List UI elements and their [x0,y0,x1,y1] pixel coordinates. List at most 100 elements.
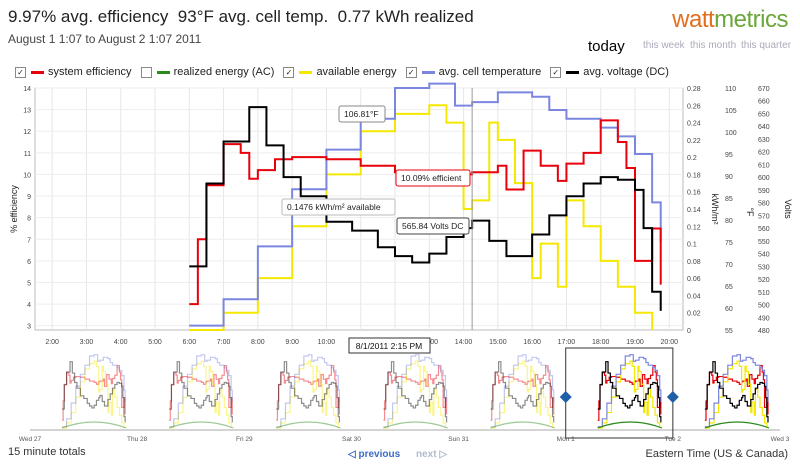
overview-mini-realized [704,421,770,429]
y-temp-tick-label: 55 [725,328,733,335]
legend-label: avg. voltage (DC) [583,66,669,78]
arrow-right-icon: ▷ [436,449,448,460]
selection-handle-right-icon [666,391,679,403]
y-temp-tick-label: 90 [725,174,733,181]
y-energy-tick-label: 0.12 [687,224,701,231]
y-energy-tick-label: 0.02 [687,311,701,318]
y-volt-tick-label: 600 [758,175,770,182]
y-left-tick-label: 10 [23,172,31,179]
legend-item-3[interactable]: ✓ avg. cell temperature [405,66,541,78]
y-volt-tick-label: 490 [758,315,770,322]
tooltip-temp: 106.81°F [338,105,386,123]
summary-headline: 9.97% avg. efficiency 93°F avg. cell tem… [8,7,474,26]
overview-strip[interactable]: Wed 27 Thu 28 Fri 29 Sat 30 Sun 31 Mon 1 Tue 2… [0,345,800,445]
y-temp-tick-label: 95 [725,152,733,159]
overview-mini-line [704,361,769,423]
legend-checkbox[interactable] [140,66,152,78]
y-volt-tick-label: 660 [758,99,770,106]
y-volt-tick-label: 520 [758,277,770,284]
y-volt-tick-label: 610 [758,162,770,169]
y-left-tick-label: 3 [27,324,31,331]
legend-swatch [31,70,44,74]
legend-checkbox[interactable]: ✓ [550,66,562,78]
legend-swatch [566,70,580,74]
arrow-left-icon: ◁ [348,449,359,460]
overview-mini-line [597,354,662,428]
x-tick-label: 10:00 [318,339,336,346]
overview-mini-line [62,365,126,421]
overview-mini-line [490,354,555,428]
x-tick-label: 7:00 [217,339,231,346]
legend-item-4[interactable]: ✓ avg. voltage (DC) [550,66,669,78]
overview-mini-line [62,354,126,428]
y-left-tick-label: 14 [23,86,31,93]
legend-checkbox[interactable]: ✓ [283,66,295,78]
y-energy-tick-label: 0.24 [687,121,701,128]
wattmetrics-logo: wattmetrics [672,6,788,33]
legend-item-1[interactable]: realized energy (AC) [140,66,274,78]
period-week-link[interactable]: this week [643,40,685,51]
overview-mini-line [169,361,233,423]
period-month-link[interactable]: this month [690,40,737,51]
overview-mini-line [169,360,232,429]
y-left-tick-label: 8 [27,216,31,223]
tooltip-text: 565.84 Volts DC [402,221,463,231]
legend-item-0[interactable]: ✓ system efficiency [15,66,132,78]
series-line-avg-voltage-dc- [189,106,662,311]
cursor-time-text: 8/1/2011 2:15 PM [356,341,422,351]
selection-handle-left-icon [559,391,572,403]
y-volt-tick-label: 580 [758,201,770,208]
legend-swatch [421,70,435,74]
x-tick-label: 18:00 [592,339,610,346]
period-today-link[interactable]: today [588,38,625,55]
y-volt-tick-label: 570 [758,213,770,220]
tooltip-box [396,217,470,235]
overview-mini-realized [61,421,127,429]
overview-mini-line [490,361,555,423]
next-link[interactable]: next ▷ [416,449,448,460]
totals-label: 15 minute totals [8,446,86,458]
timezone-label: Eastern Time (US & Canada) [645,448,788,460]
overview-day-label: Tue 2 [665,436,682,443]
y-volt-tick-label: 590 [758,188,770,195]
x-tick-label: 5:00 [148,339,162,346]
x-tick-label: 15:00 [489,339,507,346]
y-volt-tick-label: 540 [758,252,770,259]
previous-link[interactable]: ◁ previous [348,449,401,460]
overview-mini-line [704,354,769,428]
y-volt-tick-label: 620 [758,150,770,157]
x-tick-label: 3:00 [80,339,94,346]
overview-mini-line [383,365,448,421]
overview-day-label: Fri 29 [236,436,253,443]
y-energy-axis-label: kWh/m² [710,194,720,225]
y-energy-tick-label: 0.06 [687,276,701,283]
main-chart[interactable]: 2:003:004:005:006:007:008:009:0010:0011:… [0,80,800,355]
y-volt-tick-label: 480 [758,328,770,335]
tooltip-box [395,169,471,187]
overview-mini-line [276,365,341,421]
overview-mini-line [383,354,448,428]
tooltip-voltage: 565.84 Volts DC [396,217,470,235]
y-temp-tick-label: 105 [725,108,737,115]
x-tick-label: 2:00 [45,339,59,346]
overview-mini-line [62,360,125,429]
y-left-tick-label: 12 [23,129,31,136]
y-temp-tick-label: 75 [725,240,733,247]
y-volt-tick-label: 670 [758,86,770,93]
legend-checkbox[interactable]: ✓ [405,66,417,78]
x-tick-label: 4:00 [114,339,128,346]
overview-day-label: Wed 3 [771,436,790,443]
overview-day-label: Wed 27 [19,436,42,443]
overview-day-label: Sun 31 [448,436,469,443]
legend-item-2[interactable]: ✓ available energy [283,66,397,78]
overview-mini-line [490,360,554,429]
tooltip-box [338,105,386,123]
x-tick-label: 14:00 [455,339,473,346]
y-energy-tick-label: 0.08 [687,259,701,266]
overview-mini-line [276,360,339,429]
x-tick-label: 8:00 [251,339,265,346]
x-tick-label: 19:00 [626,339,644,346]
legend-checkbox[interactable]: ✓ [15,66,26,78]
y-energy-tick-label: 0.14 [687,207,701,214]
period-quarter-link[interactable]: this quarter [741,40,792,51]
